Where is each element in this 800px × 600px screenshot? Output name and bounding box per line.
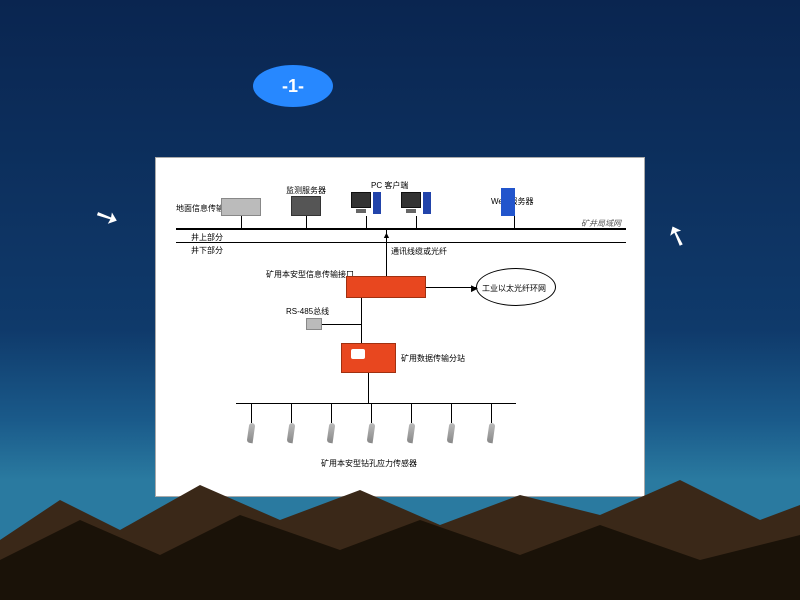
mountain-silhouette [0, 460, 800, 600]
ring-connector-line [426, 287, 476, 288]
divider-line [176, 242, 626, 243]
pointer-arrow-right: ➘ [660, 217, 693, 256]
label-comm-cable: 通讯线缆或光纤 [391, 246, 447, 257]
slide-number-badge: -1- [253, 65, 333, 107]
station-bus-line [368, 373, 369, 403]
pointer-arrow-left: ➘ [89, 197, 124, 237]
drop-line [241, 216, 242, 228]
device-pc-2 [401, 192, 433, 216]
label-data-station: 矿用数据传输分站 [401, 353, 465, 364]
slide-number-text: -1- [282, 76, 304, 97]
sensor-bus-line [236, 403, 516, 404]
device-web-server [501, 188, 533, 216]
station-display [351, 349, 365, 359]
device-surface-interface [221, 198, 261, 216]
sensor [407, 423, 416, 444]
label-safe-interface: 矿用本安型信息传输接口 [266, 269, 354, 280]
sensor-drop [331, 403, 332, 423]
label-monitor-server: 监测服务器 [286, 185, 326, 196]
device-safe-interface [346, 276, 426, 298]
device-monitor-server [291, 196, 321, 216]
sensor-drop [291, 403, 292, 423]
device-data-station [341, 343, 396, 373]
sensor-drop [411, 403, 412, 423]
drop-line [366, 216, 367, 228]
sensor-drop [371, 403, 372, 423]
drop-line [306, 216, 307, 228]
label-fiber-ring: 工业以太光纤环网 [482, 283, 546, 294]
label-rs485: RS-485总线 [286, 306, 329, 317]
rs485-line [361, 298, 362, 343]
sensor-drop [451, 403, 452, 423]
device-pc-1 [351, 192, 383, 216]
label-below-ground: 井下部分 [191, 245, 223, 256]
network-diagram: 地面信息传输接口 监测服务器 PC 客户端 Web 服务器 矿井局域网 井上部分… [155, 157, 645, 497]
drop-line [514, 216, 515, 228]
sensor [327, 423, 336, 444]
device-rs485 [306, 318, 322, 330]
label-pc-client: PC 客户端 [371, 180, 408, 191]
sensor-drop [251, 403, 252, 423]
uplink-arrowhead: ▲ [382, 230, 391, 240]
sensor [287, 423, 296, 444]
rs485-branch [322, 324, 361, 325]
sensor [447, 423, 456, 444]
label-lan: 矿井局域网 [581, 218, 621, 229]
sensor-drop [491, 403, 492, 423]
sensor [487, 423, 496, 444]
network-backbone-line [176, 228, 626, 230]
sensor [367, 423, 376, 444]
sensor [247, 423, 256, 444]
label-above-ground: 井上部分 [191, 232, 223, 243]
drop-line [416, 216, 417, 228]
